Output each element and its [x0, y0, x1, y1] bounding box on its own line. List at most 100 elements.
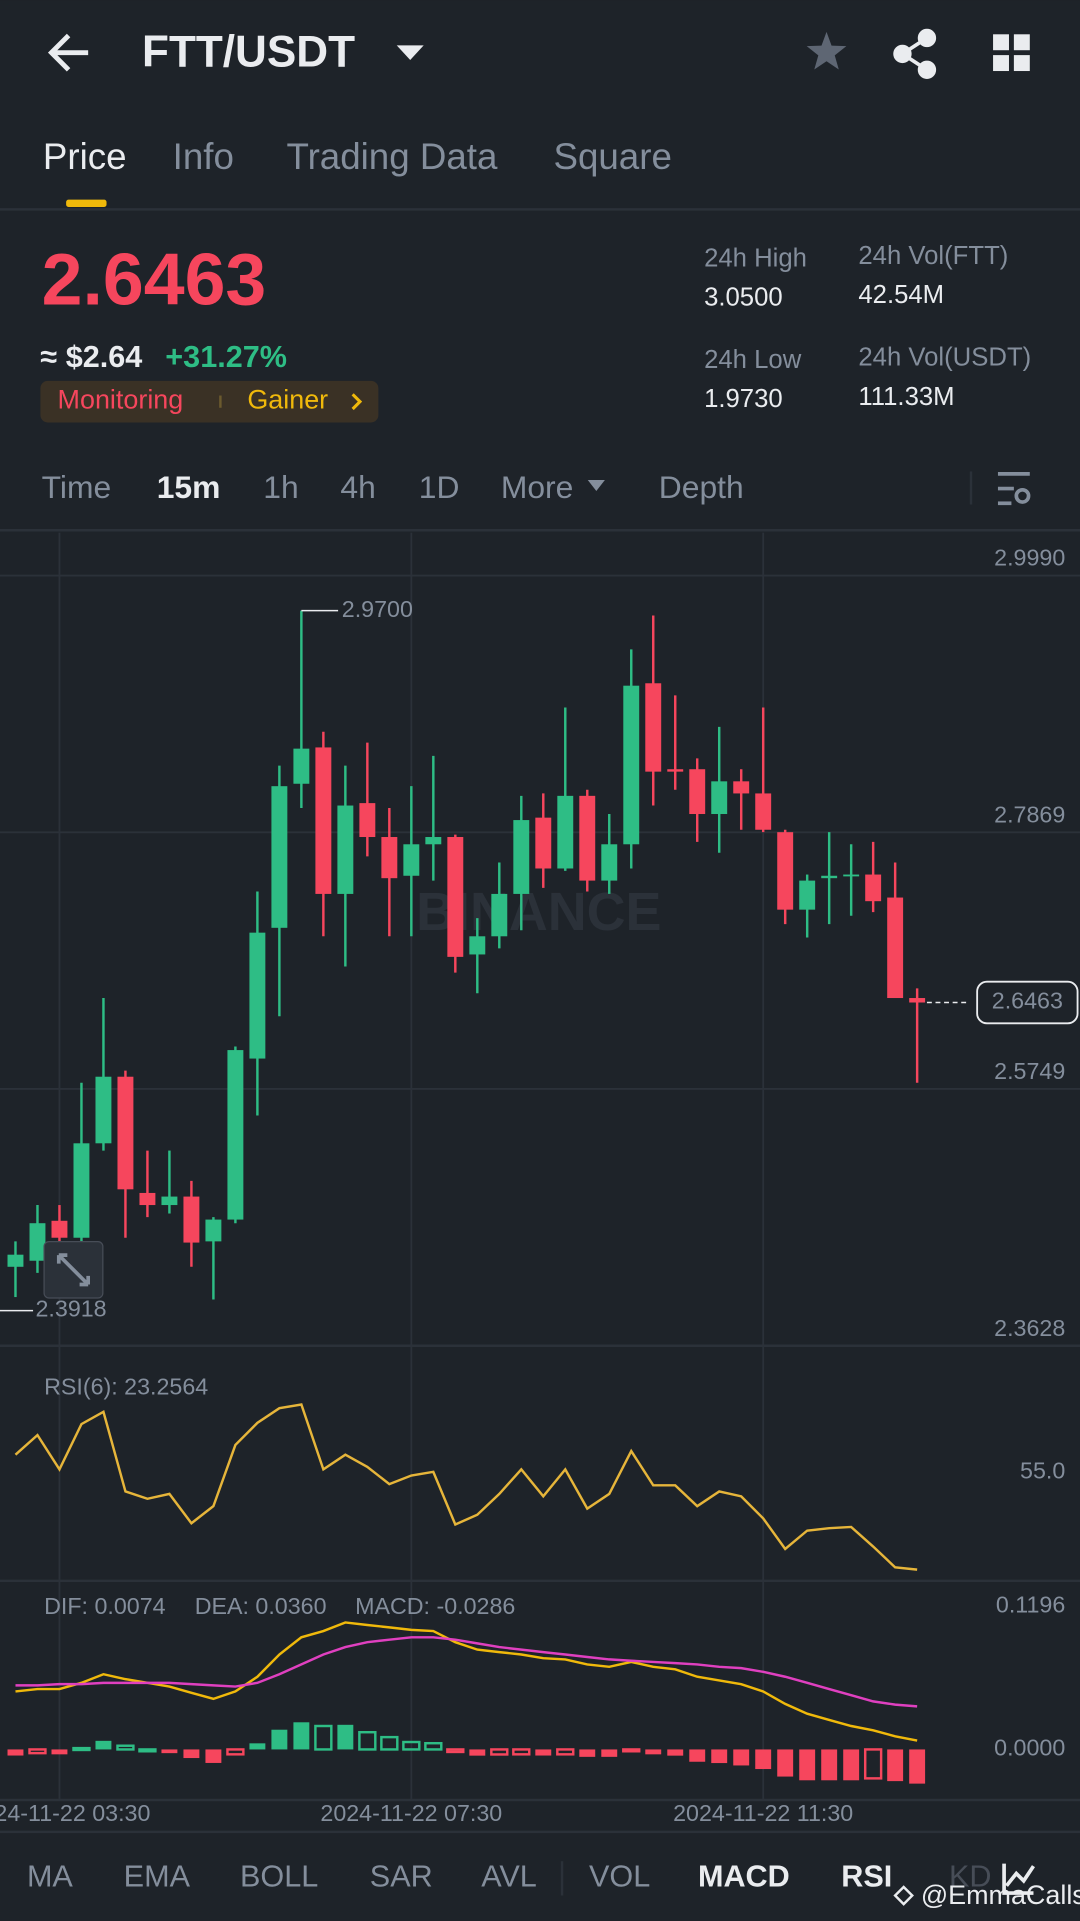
y-tick-label: 55.0: [1020, 1458, 1065, 1484]
x-tick-label: 2024-11-22 03:30: [0, 1800, 150, 1826]
back-button[interactable]: [47, 33, 89, 72]
favorite-icon[interactable]: [806, 31, 847, 70]
y-tick-label: 2.9990: [994, 545, 1065, 571]
fiat-price: ≈ $2.64: [40, 340, 142, 374]
indicator[interactable]: KD: [949, 1859, 992, 1893]
candle-body: [381, 837, 398, 879]
macd-bar: [755, 1749, 772, 1770]
candle-body: [777, 832, 794, 910]
interval[interactable]: Depth: [659, 469, 744, 505]
macd-bar: [424, 1741, 443, 1751]
candle-body: [645, 683, 662, 772]
candle-body: [623, 685, 640, 845]
macd-bar: [161, 1749, 178, 1754]
tab[interactable]: Square: [553, 136, 671, 177]
candle-body: [29, 1223, 46, 1261]
share-icon[interactable]: [893, 28, 937, 79]
macd-bar: [843, 1749, 860, 1781]
indicator-line: [14, 1403, 918, 1571]
interval[interactable]: More: [501, 469, 574, 505]
indicator[interactable]: AVL: [481, 1859, 537, 1893]
more-caret: [587, 480, 605, 492]
macd-bar: [116, 1744, 135, 1751]
candle-body: [359, 803, 376, 838]
candle-body: [843, 874, 860, 877]
pair-caret[interactable]: [396, 45, 424, 61]
last-price-label: 2.6463: [992, 988, 1063, 1014]
candle-body: [117, 1076, 134, 1190]
macd-bar: [72, 1746, 91, 1752]
candle-body: [755, 793, 772, 830]
candle-body: [139, 1192, 156, 1206]
macd-bar: [7, 1749, 24, 1756]
indicator[interactable]: MA: [27, 1859, 73, 1893]
macd-bar: [689, 1749, 706, 1762]
macd-bar: [711, 1749, 728, 1764]
macd-bar: [337, 1724, 354, 1750]
legend-label: DIF: 0.0074: [44, 1593, 166, 1619]
candle-body: [205, 1219, 222, 1242]
candle-body: [887, 897, 904, 999]
legend-label: MACD: -0.0286: [355, 1593, 515, 1619]
last-price-tag: [976, 980, 1079, 1025]
interval[interactable]: 1D: [419, 469, 460, 505]
macd-bar: [733, 1749, 750, 1766]
candle-body: [447, 837, 464, 957]
macd-bar: [909, 1749, 926, 1784]
indicator[interactable]: SAR: [370, 1859, 433, 1893]
tab[interactable]: Trading Data: [287, 136, 498, 177]
candle-body: [315, 747, 332, 894]
y-tick-label: 2.5749: [994, 1058, 1065, 1084]
stat-value: 1.9730: [704, 385, 783, 413]
last-price: 2.6463: [42, 238, 267, 321]
tab[interactable]: Price: [43, 136, 127, 177]
tag-badge[interactable]: [40, 380, 379, 423]
pair-title[interactable]: FTT/USDT: [142, 28, 355, 77]
y-tick-label: 2.7869: [994, 802, 1065, 828]
watermark-logo: [893, 1885, 914, 1906]
interval[interactable]: Time: [42, 469, 112, 505]
macd-bar: [314, 1724, 333, 1751]
indicator[interactable]: EMA: [124, 1859, 191, 1893]
candle-body: [161, 1196, 178, 1206]
macd-bar: [821, 1749, 838, 1781]
tab-indicator: [66, 199, 107, 207]
macd-bar: [271, 1729, 288, 1750]
interval[interactable]: 1h: [263, 469, 298, 505]
candle-body: [95, 1076, 112, 1144]
layout-icon[interactable]: [993, 34, 1030, 72]
candle-body: [689, 769, 706, 815]
macd-bar: [402, 1740, 421, 1751]
indicator-settings-icon[interactable]: [1002, 1863, 1035, 1895]
candle-body: [469, 936, 486, 955]
indicator[interactable]: BOLL: [240, 1859, 318, 1893]
macd-bar: [446, 1748, 465, 1754]
candle-body: [183, 1196, 200, 1243]
macd-bar: [205, 1749, 222, 1763]
tab[interactable]: Info: [173, 136, 234, 177]
macd-bar: [469, 1749, 486, 1756]
indicator[interactable]: RSI: [841, 1859, 892, 1893]
candle-body: [711, 781, 728, 815]
candle-body: [271, 786, 288, 928]
interval[interactable]: 4h: [340, 469, 375, 505]
macd-bar: [863, 1748, 883, 1780]
y-tick-label: 2.3628: [994, 1315, 1065, 1341]
tag[interactable]: Monitoring: [58, 385, 184, 415]
indicator[interactable]: VOL: [589, 1859, 650, 1893]
macd-bar: [138, 1748, 157, 1753]
interval[interactable]: 15m: [157, 469, 221, 505]
indicator[interactable]: MACD: [698, 1859, 790, 1893]
expand-button[interactable]: [43, 1241, 104, 1299]
candle-body: [821, 875, 838, 879]
chart-settings-icon[interactable]: [997, 472, 1031, 506]
legend-label: RSI(6): 23.2564: [44, 1374, 208, 1400]
candle-body: [513, 820, 530, 894]
stat-value: 3.0500: [704, 284, 783, 312]
charts: 2.9990 2.7869 2.5749 2.3628 2.9700 2.3918 2.64…: [0, 532, 1080, 1826]
tag[interactable]: Gainer: [247, 385, 328, 415]
candle-body: [733, 781, 750, 794]
macd-bar: [51, 1749, 68, 1755]
candle-body: [425, 837, 442, 845]
